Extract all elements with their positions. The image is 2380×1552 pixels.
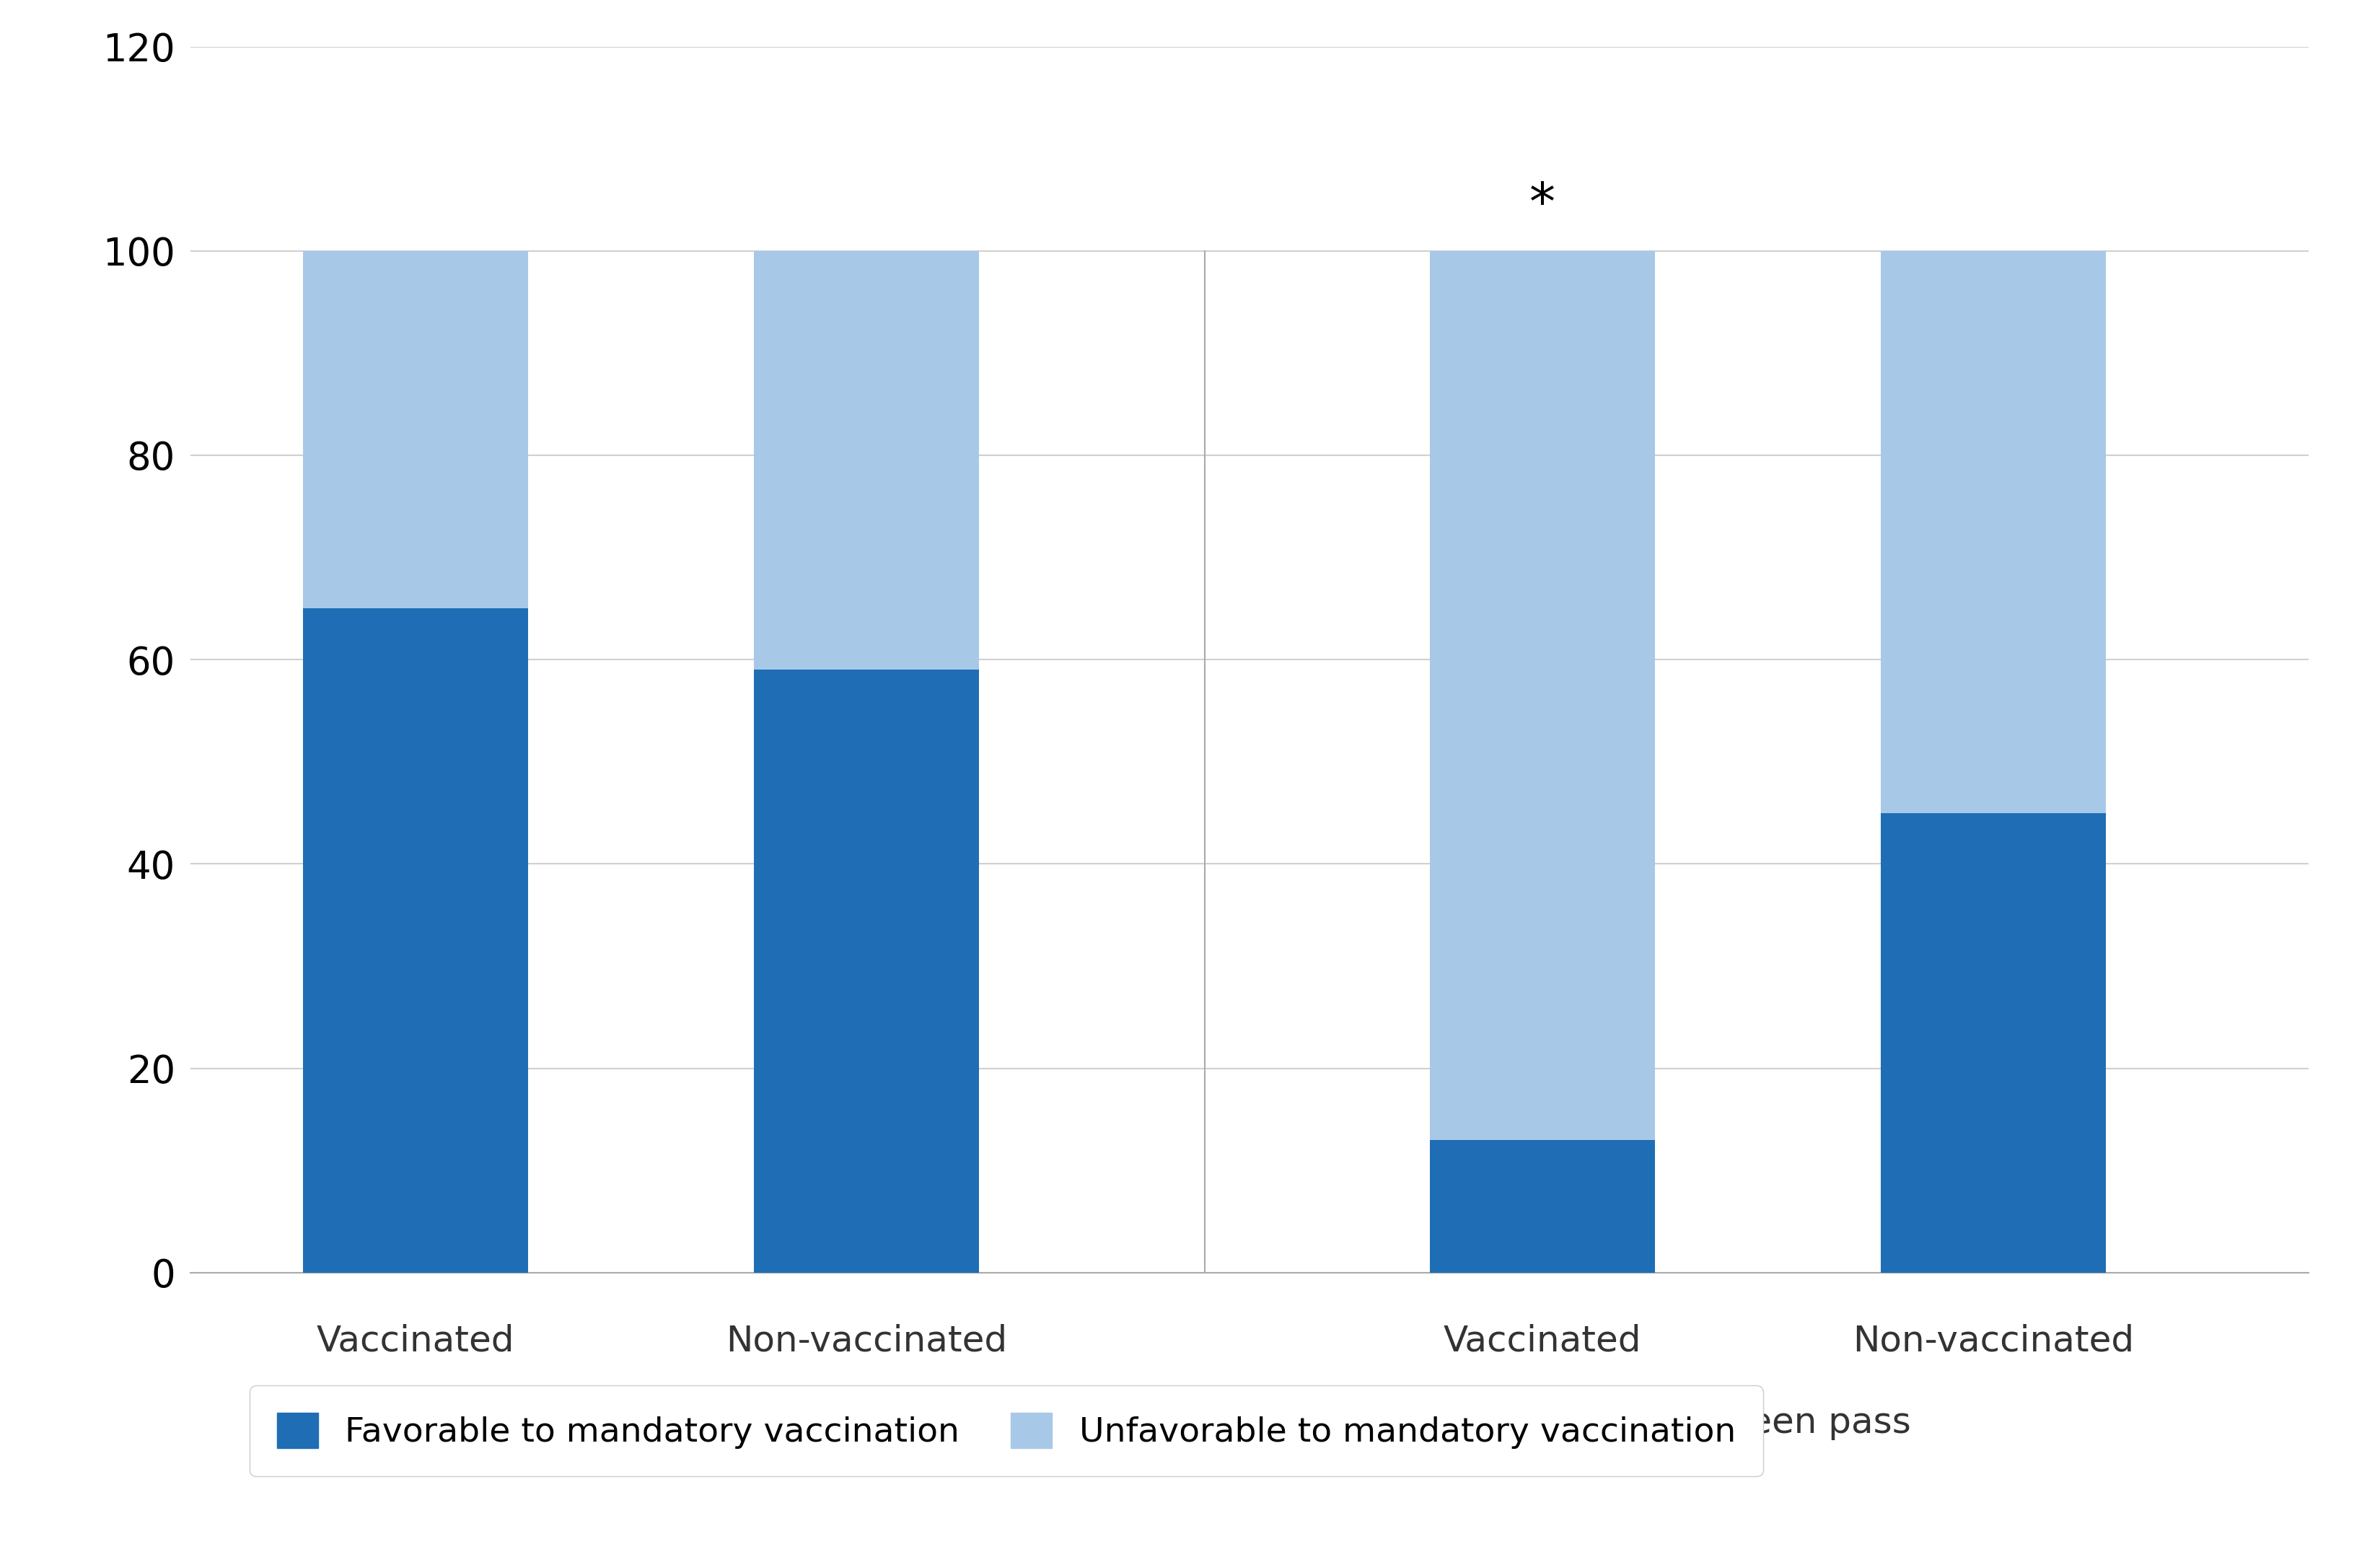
Legend: Favorable to mandatory vaccination, Unfavorable to mandatory vaccination: Favorable to mandatory vaccination, Unfa… bbox=[250, 1386, 1764, 1476]
Bar bbox=[754, 251, 978, 670]
Bar bbox=[302, 251, 528, 608]
Bar bbox=[754, 670, 978, 1273]
Text: *: * bbox=[1530, 180, 1557, 231]
Bar bbox=[1880, 251, 2106, 813]
Bar bbox=[302, 608, 528, 1273]
Bar bbox=[1430, 1139, 1654, 1273]
Text: Vaccinated: Vaccinated bbox=[1442, 1324, 1642, 1358]
Text: Vaccinated: Vaccinated bbox=[317, 1324, 514, 1358]
Bar bbox=[1430, 251, 1654, 1139]
Text: Non-vaccinated: Non-vaccinated bbox=[726, 1324, 1007, 1358]
Text: Non-vaccinated: Non-vaccinated bbox=[1852, 1324, 2135, 1358]
Text: Pre-green pass: Pre-green pass bbox=[507, 1406, 776, 1440]
Bar bbox=[1880, 813, 2106, 1273]
Text: Post-green pass: Post-green pass bbox=[1623, 1406, 1911, 1440]
